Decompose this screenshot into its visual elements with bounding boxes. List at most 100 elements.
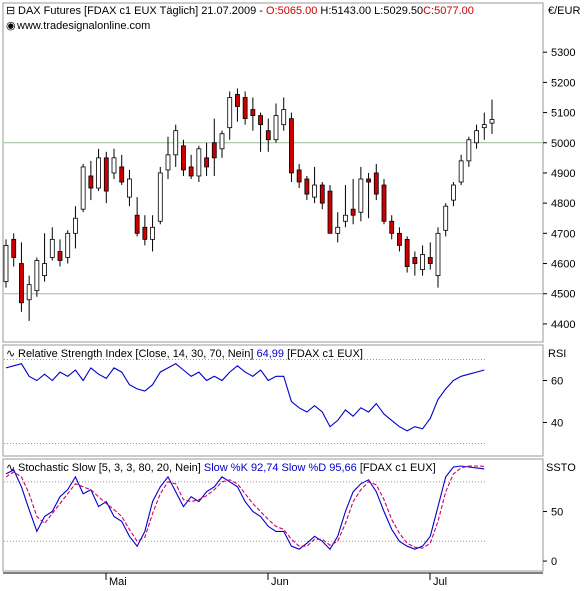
candle-down [57, 251, 63, 261]
stoch-lines [5, 465, 485, 551]
stoch-k-label: Slow %K 92,74 Slow %D 95,66 [204, 462, 357, 474]
candle-up [451, 184, 456, 201]
candle-down [142, 226, 148, 240]
candle-up [312, 184, 317, 198]
candle-down [250, 109, 256, 116]
candle-down [350, 208, 356, 216]
rsi-grid [4, 359, 485, 444]
price-tick-label: 4900 [551, 168, 575, 180]
stoch-panel [2, 458, 544, 572]
x-axis: Mai Jun Jul [3, 572, 543, 588]
candle-down [211, 142, 217, 159]
candle-down [373, 172, 379, 195]
website-label: www.tradesignalonline.com [16, 20, 150, 32]
candle-down [134, 214, 140, 234]
stoch-axis-label: SSTO [546, 462, 576, 474]
candle-down [181, 145, 186, 171]
indicator-tick-label: 60 [551, 376, 563, 388]
candle-down [397, 232, 402, 246]
candle-up [127, 178, 132, 198]
stoch-source: [FDAX c1 EUX] [357, 462, 436, 474]
price-candles [3, 88, 495, 321]
candle-up [150, 226, 155, 240]
rsi-collapse-icon[interactable]: ∿ [6, 348, 15, 360]
price-grid [4, 142, 542, 295]
candle-down [11, 238, 17, 258]
stoch-label: Stochastic Slow [5, 3, 3, 80, 20, Nein] [18, 462, 204, 474]
rsi-source: [FDAX c1 EUX] [284, 348, 363, 360]
collapse-icon[interactable]: ⊟ [6, 5, 15, 17]
price-tick-label: 5200 [551, 77, 575, 89]
x-tick-label: Mai [109, 576, 127, 588]
rsi-label: Relative Strength Index [Close, 14, 30, … [18, 348, 256, 360]
stoch-d-line [5, 465, 485, 549]
candle-down [327, 190, 333, 234]
candle-down [412, 257, 418, 264]
candle-down [19, 263, 24, 304]
candle-down [366, 178, 371, 183]
candle-up [335, 226, 341, 234]
candle-up [443, 205, 449, 231]
svg-text:DAX Futures [FDAX c1 EUX Tägl: DAX Futures [FDAX c1 EUX Täglich] 21.07.… [18, 5, 474, 17]
candle-down [258, 115, 263, 126]
candle-down [88, 175, 94, 189]
candle-up [26, 284, 32, 301]
rsi-lines [5, 363, 485, 432]
indicator-tick-label: 50 [551, 507, 563, 519]
candle-down [404, 238, 410, 267]
x-tick-label: Jul [433, 576, 447, 588]
candle-up [3, 245, 9, 283]
price-tick-label: 4400 [551, 319, 575, 331]
candle-up [474, 130, 479, 144]
candle-down [119, 166, 125, 183]
candle-up [489, 119, 495, 124]
candle-up [219, 133, 225, 150]
candle-up [49, 238, 55, 258]
x-tick-label: Jun [271, 576, 289, 588]
candle-up [80, 166, 86, 210]
candle-up [73, 217, 78, 234]
rsi-axis: 40 60 [543, 376, 563, 430]
currency-label: €/EUR [548, 5, 580, 17]
close-value: C:5077.00 [423, 5, 474, 17]
price-tick-label: 5300 [551, 47, 575, 59]
rsi-panel [2, 344, 544, 457]
logo-icon: ◉ [6, 20, 16, 32]
candle-up [481, 124, 487, 129]
price-axis: 4400 4500 4600 4700 4800 4900 5000 5100 5200 5300 [543, 47, 575, 331]
price-tick-label: 4600 [551, 259, 575, 271]
rsi-axis-label: RSI [548, 348, 566, 360]
candle-down [381, 184, 387, 222]
candle-down [242, 97, 248, 120]
rsi-line [5, 363, 485, 432]
candle-up [227, 97, 233, 129]
candle-down [188, 166, 194, 177]
high-value: H:5143.00 [320, 5, 371, 17]
candle-down [235, 94, 240, 107]
svg-text:Relative Strength Index [Close: Relative Strength Index [Close, 14, 30, … [18, 348, 363, 360]
indicator-tick-label: 40 [551, 418, 563, 430]
low-value: L:5029.50 [374, 5, 423, 17]
candle-down [265, 130, 271, 141]
stoch-k-line [5, 465, 485, 551]
stoch-collapse-icon[interactable]: ∿ [6, 462, 15, 474]
candle-up [435, 232, 441, 276]
candle-down [304, 178, 310, 195]
header: ⊟ DAX Futures [FDAX c1 EUX Täglich] 21.0… [6, 5, 580, 32]
candle-up [420, 254, 425, 270]
candle-down [103, 157, 109, 192]
candle-up [96, 157, 101, 189]
candle-up [173, 130, 179, 156]
price-panel [2, 2, 544, 343]
price-tick-label: 4500 [551, 289, 575, 301]
rsi-value: 64,99 [256, 348, 284, 360]
stoch-grid [4, 481, 485, 542]
candle-down [296, 169, 302, 183]
candle-up [458, 160, 464, 183]
open-value: O:5065.00 [266, 5, 317, 17]
candle-up [34, 260, 40, 292]
price-tick-label: 4700 [551, 228, 575, 240]
candle-up [273, 115, 279, 141]
candle-down [204, 157, 209, 168]
